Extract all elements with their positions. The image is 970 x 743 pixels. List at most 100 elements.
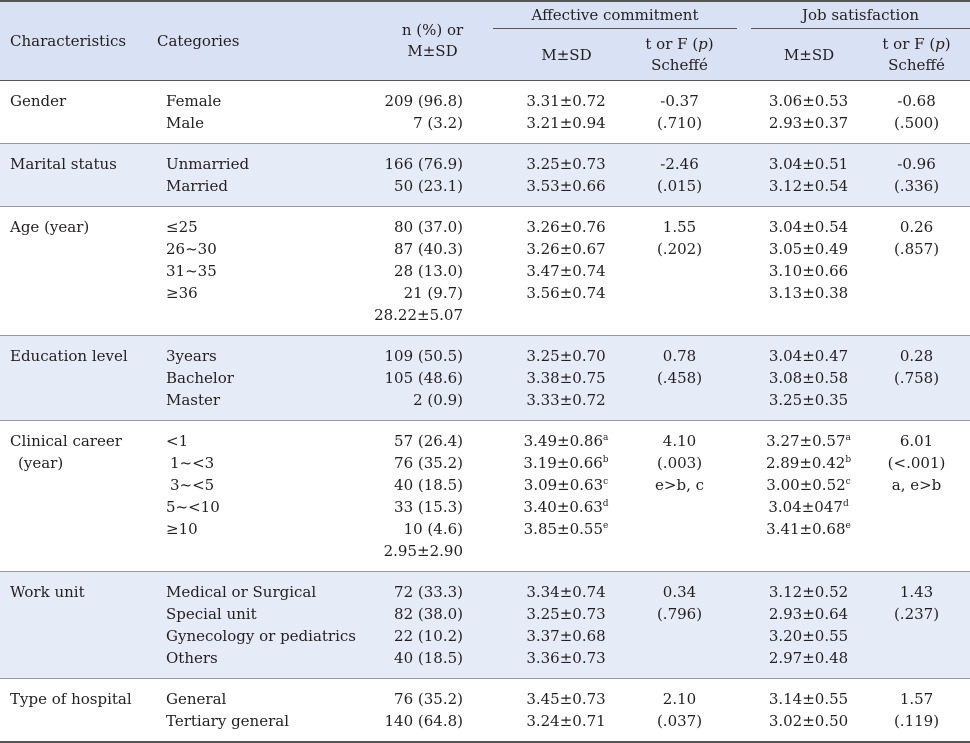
ac-msd-value: 3.85±0.55e xyxy=(523,520,609,538)
table-row: Type of hospital General Tertiary general 7… xyxy=(0,678,970,743)
header-categories: Categories xyxy=(157,1,372,81)
js-msd-value: 2.89±0.42b xyxy=(765,454,852,472)
n-value: 72 (33.3) xyxy=(394,583,463,601)
category-cell: ≤25 26~30 31~35 ≥36 xyxy=(157,207,372,336)
js-msd-value: 3.02±0.50 xyxy=(768,712,849,730)
js-stat-value: (.237) xyxy=(893,605,940,623)
js-msd-value: 3.00±0.52c xyxy=(766,476,851,494)
ac-msd-cell: 3.26±0.76 3.26±0.67 3.47±0.74 3.56±0.74 xyxy=(493,207,622,336)
table-row: Education level 3years Bachelor Master 109 (… xyxy=(0,335,970,421)
characteristic-cell: Age (year) xyxy=(0,207,157,336)
header-js-stat: t or F (p) Scheffé xyxy=(863,29,970,81)
characteristic-label: Marital status xyxy=(10,155,117,173)
ac-msd-value: 3.38±0.75 xyxy=(526,369,606,387)
js-stat-cell: 1.57 (.119) xyxy=(863,679,970,743)
js-stat-value: 1.57 xyxy=(899,690,934,708)
n-value: 82 (38.0) xyxy=(394,605,463,623)
js-stat-cell: 0.28 (.758) xyxy=(863,335,970,421)
js-msd-value: 3.10±0.66 xyxy=(768,262,849,280)
js-msd-value: 3.20±0.55 xyxy=(768,627,849,645)
n-cell: 80 (37.0) 87 (40.3) 28 (13.0) 21 (9.7) 28.22… xyxy=(372,207,493,336)
n-cell: 209 (96.8) 7 (3.2) xyxy=(372,81,493,144)
superscript-mark: e xyxy=(603,521,609,531)
js-stat-cell: 6.01 (<.001) a, e>b xyxy=(863,421,970,572)
js-msd-value: 2.97±0.48 xyxy=(768,649,849,667)
ac-msd-value: 3.31±0.72 xyxy=(526,92,606,110)
table-row: Work unit Medical or Surgical Special unit… xyxy=(0,571,970,679)
n-value: 57 (26.4) xyxy=(394,432,463,450)
ac-stat-value: 1.55 xyxy=(662,218,697,236)
js-stat-value: -0.68 xyxy=(897,92,936,110)
ac-msd-cell: 3.49±0.86a 3.19±0.66b 3.09±0.63c 3.40±0.63d… xyxy=(493,421,622,572)
category-label: Bachelor xyxy=(166,369,234,387)
n-value: 76 (35.2) xyxy=(394,690,463,708)
characteristic-cell: Education level xyxy=(0,335,157,421)
js-stat-value: 0.26 xyxy=(899,218,934,236)
ac-msd-value: 3.24±0.71 xyxy=(526,712,606,730)
category-label: 1~<3 xyxy=(170,454,215,472)
table-row: Marital status Unmarried Married 166 (76.9)… xyxy=(0,143,970,207)
category-label: 31~35 xyxy=(166,262,217,280)
js-stat-value: (.336) xyxy=(893,177,940,195)
category-label: 5~<10 xyxy=(166,498,220,516)
ac-stat-value: (.458) xyxy=(656,369,703,387)
ac-stat-cell: 0.34 (.796) xyxy=(622,571,738,679)
ac-msd-value: 3.40±0.63d xyxy=(523,498,609,516)
table-row: Gender Female Male 209 (96.8) 7 (3.2) 3.31±0.… xyxy=(0,80,970,144)
category-cell: 3years Bachelor Master xyxy=(157,335,372,421)
js-msd-cell: 3.04±0.47 3.08±0.58 3.25±0.35 xyxy=(737,335,864,421)
js-msd-value: 3.27±0.57a xyxy=(766,432,851,450)
ac-msd-value: 3.26±0.67 xyxy=(526,240,606,258)
ac-stat-value: -0.37 xyxy=(660,92,699,110)
js-msd-value: 3.04±0.47 xyxy=(768,347,849,365)
js-msd-value: 3.12±0.52 xyxy=(768,583,849,601)
n-value: 28.22±5.07 xyxy=(374,306,463,324)
js-msd-cell: 3.04±0.54 3.05±0.49 3.10±0.66 3.13±0.38 xyxy=(737,207,863,336)
ac-stat-value: (.037) xyxy=(656,712,703,730)
ac-stat-cell: 2.10 (.037) xyxy=(622,679,737,743)
n-value: 22 (10.2) xyxy=(394,627,463,645)
js-stat-value: -0.96 xyxy=(897,155,936,173)
characteristic-label: Age (year) xyxy=(10,218,90,236)
js-msd-value: 3.12±0.54 xyxy=(768,177,849,195)
ac-msd-value: 3.25±0.70 xyxy=(526,347,606,365)
category-label: 3~<5 xyxy=(170,476,215,494)
ac-stat-value: (.015) xyxy=(656,177,703,195)
header-affective: Affective commitment xyxy=(493,2,738,29)
superscript-mark: d xyxy=(602,499,609,509)
table-row: Age (year) ≤25 26~30 31~35 ≥36 80 (37.0) 87 (4… xyxy=(0,206,970,336)
category-cell: Medical or Surgical Special unit Gynecolog… xyxy=(157,571,372,679)
category-label: Male xyxy=(166,114,204,132)
js-msd-value: 3.25±0.35 xyxy=(768,391,849,409)
js-stat-value: (.857) xyxy=(893,240,940,258)
category-label: Special unit xyxy=(166,605,257,623)
ac-msd-value: 3.26±0.76 xyxy=(526,218,606,236)
js-stat-value: (<.001) xyxy=(887,454,946,472)
characteristic-cell: Gender xyxy=(0,81,157,144)
header-ac-stat: t or F (p) Scheffé xyxy=(622,29,738,81)
n-value: 2 (0.9) xyxy=(413,391,463,409)
superscript-mark: a xyxy=(603,433,609,443)
ac-msd-cell: 3.31±0.72 3.21±0.94 xyxy=(493,81,622,144)
ac-stat-value: (.710) xyxy=(656,114,703,132)
header-js-msd: M±SD xyxy=(737,29,864,81)
n-value: 109 (50.5) xyxy=(384,347,463,365)
js-msd-value: 2.93±0.64 xyxy=(768,605,849,623)
header-js-stat-line1: t or F (p) xyxy=(882,34,951,53)
table-header: Characteristics Categories n (%) or M±SD… xyxy=(0,1,970,81)
ac-msd-cell: 3.45±0.73 3.24±0.71 xyxy=(493,679,622,743)
js-stat-value: (.119) xyxy=(893,712,940,730)
js-msd-value: 3.14±0.55 xyxy=(768,690,849,708)
n-value: 2.95±2.90 xyxy=(383,542,463,560)
ac-stat-value: 0.34 xyxy=(662,583,697,601)
superscript-mark: b xyxy=(845,455,852,465)
ac-stat-cell: 4.10 (.003) e>b, c xyxy=(622,421,737,572)
js-msd-value: 3.05±0.49 xyxy=(768,240,849,258)
n-value: 105 (48.6) xyxy=(384,369,463,387)
n-value: 209 (96.8) xyxy=(384,92,463,110)
n-value: 80 (37.0) xyxy=(394,218,463,236)
characteristic-label: Clinical career xyxy=(10,432,122,450)
ac-msd-value: 3.34±0.74 xyxy=(526,583,606,601)
ac-msd-value: 3.53±0.66 xyxy=(526,177,606,195)
